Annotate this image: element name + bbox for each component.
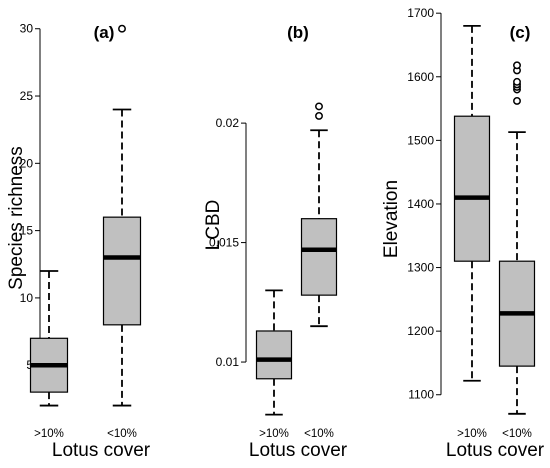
panel-3-y-tick-label: 1200: [407, 324, 434, 338]
panel-3-box-2-outlier-point: [513, 77, 521, 86]
panel-2-box-2-outlier-point: [315, 102, 323, 111]
panel-3-panel-label: (c): [510, 23, 531, 42]
panel-3-y-tick-label: 1400: [407, 197, 434, 211]
panel-1-y-tick-label: 20: [20, 156, 34, 170]
panel-1-y-tick-label: 30: [20, 22, 34, 36]
panel-3-y-tick-label: 1100: [408, 388, 434, 402]
panel-1-category-label: <10%: [107, 428, 137, 440]
panel-2-box-1-iqr-box: [255, 330, 293, 380]
panel-1-box-2-iqr-box: [102, 216, 142, 326]
panel-3-y-tick-label: 1600: [407, 70, 434, 84]
panel-3-y-tick-label: 1300: [407, 261, 434, 275]
panel-1-y-axis-label: Species richness: [6, 146, 27, 290]
panel-3-category-label: >10%: [457, 428, 487, 440]
panel-2-y-tick-label: 0.015: [209, 236, 239, 250]
panel-3-category-label: <10%: [502, 428, 532, 440]
panel-3-y-tick-label: 1700: [407, 6, 434, 20]
panel-1-y-tick-label: 5: [26, 358, 33, 372]
panel-3-x-axis-label: Lotus cover: [446, 440, 545, 461]
panel-1-category-label: >10%: [34, 428, 64, 440]
panel-3-box-2-outlier-point: [513, 61, 521, 70]
panel-2-box-2-iqr-box: [300, 218, 338, 296]
panel-2-category-label: <10%: [304, 428, 334, 440]
panel-1-box-2-outlier-point: [118, 24, 126, 33]
panel-3-box-1-iqr-box: [453, 115, 491, 262]
panel-3-y-tick-label: 1500: [407, 133, 434, 147]
panel-1-y-tick-label: 15: [20, 224, 34, 238]
panel-2-x-axis-label: Lotus cover: [249, 440, 348, 461]
panel-3-box-2-outlier-point: [513, 96, 521, 105]
panel-1-x-axis-label: Lotus cover: [52, 440, 151, 461]
panel-1-y-tick-label: 25: [20, 89, 34, 103]
panel-2-category-label: >10%: [259, 428, 289, 440]
panel-2-panel-label: (b): [287, 23, 309, 42]
panel-2-y-tick-label: 0.02: [216, 116, 240, 130]
panel-2-y-axis-label: LCBD: [203, 200, 224, 251]
panel-1-panel-label: (a): [94, 23, 115, 42]
panel-1-y-tick-label: 10: [20, 291, 34, 305]
panel-2-box-2-outlier-point: [315, 111, 323, 120]
panel-2-y-tick-label: 0.01: [216, 355, 240, 369]
panel-3-y-axis-label: Elevation: [381, 180, 402, 258]
